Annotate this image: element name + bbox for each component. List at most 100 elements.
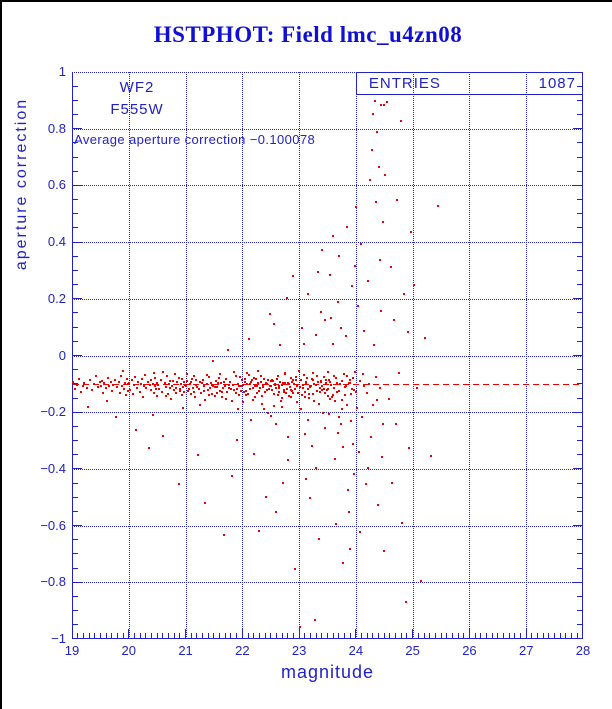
data-point (195, 383, 198, 386)
data-point (135, 428, 138, 431)
y-tick-left (73, 496, 78, 498)
data-point (160, 391, 163, 394)
data-point (341, 446, 344, 449)
data-point (255, 384, 258, 387)
x-tick-bottom (406, 633, 408, 638)
data-point (259, 381, 262, 384)
data-point (149, 389, 152, 392)
data-point (271, 380, 274, 383)
data-point (353, 264, 356, 267)
data-point (349, 547, 352, 550)
data-point (362, 372, 365, 375)
data-point (94, 374, 97, 377)
data-point (294, 375, 297, 378)
data-point (112, 383, 115, 386)
y-tick-right (573, 355, 582, 356)
entries-box: ENTRIES 1087 (355, 72, 583, 95)
data-point (221, 396, 224, 399)
data-point (264, 391, 267, 394)
data-point (170, 398, 173, 401)
y-tick-right (577, 425, 582, 427)
data-point (309, 496, 312, 499)
data-point (261, 386, 264, 389)
data-point (93, 383, 96, 386)
data-point (187, 388, 190, 391)
data-point (258, 387, 261, 390)
data-point (267, 379, 270, 382)
x-tick-bottom (480, 633, 482, 638)
data-point (381, 456, 383, 459)
data-point (378, 386, 381, 389)
data-point (180, 377, 183, 380)
data-point (270, 385, 273, 388)
data-point (350, 419, 353, 422)
y-tick-left (73, 326, 78, 328)
data-point (328, 380, 331, 383)
x-tick-bottom (434, 633, 436, 638)
data-point (273, 404, 276, 407)
data-point (323, 318, 326, 321)
y-tick-right (577, 142, 582, 144)
y-tick-right (577, 383, 582, 385)
x-tick-label: 26 (462, 643, 477, 658)
data-point (257, 389, 260, 392)
x-tick-bottom (571, 633, 573, 638)
data-point (343, 386, 346, 389)
data-point (302, 383, 305, 386)
data-point (319, 380, 322, 383)
data-point (245, 371, 248, 374)
data-point (249, 387, 252, 390)
x-tick-label: 24 (348, 643, 364, 658)
data-point (79, 390, 82, 393)
data-point (317, 402, 320, 405)
x-tick-bottom (321, 633, 323, 638)
x-tick-bottom (253, 633, 255, 638)
data-point (242, 400, 245, 403)
y-tick-right (577, 213, 582, 215)
data-point (275, 377, 278, 380)
x-tick-bottom (315, 633, 317, 638)
data-point (248, 338, 251, 341)
data-point (370, 149, 373, 152)
data-point (353, 389, 356, 392)
x-tick-bottom (99, 633, 101, 638)
y-tick-right (577, 99, 582, 101)
data-point (243, 390, 246, 393)
x-tick-bottom (241, 629, 243, 638)
data-point (122, 369, 125, 372)
x-tick-bottom (565, 633, 567, 638)
data-point (324, 378, 327, 381)
data-point (233, 389, 236, 392)
data-point (332, 393, 335, 396)
x-tick-bottom (554, 633, 556, 638)
data-point (367, 383, 370, 386)
data-point (274, 511, 277, 514)
data-point (216, 385, 219, 388)
data-point (344, 394, 347, 397)
data-point (182, 407, 185, 410)
x-tick-bottom (525, 629, 527, 638)
y-tick-right (577, 340, 582, 342)
x-tick-bottom (264, 633, 266, 638)
data-point (76, 383, 79, 386)
x-tick-bottom (446, 633, 448, 638)
data-point (330, 383, 333, 386)
data-point (206, 373, 209, 376)
y-tick-left (73, 85, 78, 87)
y-tick-right (577, 85, 582, 87)
y-tick-left (73, 99, 78, 101)
x-tick-bottom (332, 633, 334, 638)
x-tick-label: 23 (291, 643, 307, 658)
data-point (396, 199, 399, 202)
data-point (262, 378, 265, 381)
data-point (118, 392, 121, 395)
data-point (289, 395, 292, 398)
data-point (153, 385, 156, 388)
data-point (98, 381, 101, 384)
x-tick-bottom (451, 633, 453, 638)
gridline-horizontal (72, 185, 583, 187)
x-tick-bottom (485, 633, 487, 638)
y-tick-left (73, 553, 78, 555)
data-point (108, 385, 111, 388)
